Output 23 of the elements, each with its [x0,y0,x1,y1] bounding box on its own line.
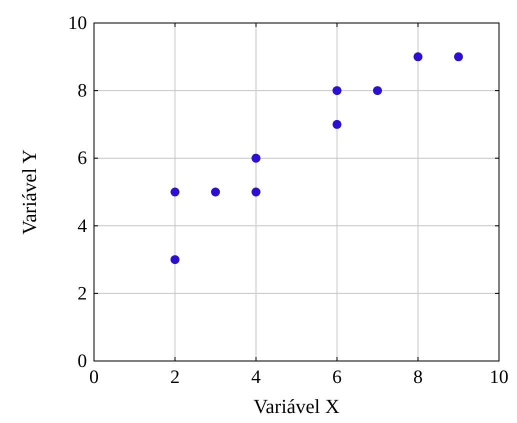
point [211,188,220,196]
y-tick-label: 6 [78,148,87,170]
point [170,188,180,196]
point [373,86,382,96]
point [414,52,422,62]
x-tick-label: 6 [332,367,342,388]
point [252,188,260,196]
x-tick-label: 8 [413,367,423,388]
point [454,52,463,62]
point [170,255,180,264]
y-axis-title: Variável Y [19,149,41,235]
y-tick-label: 2 [78,283,87,304]
x-tick-label: 4 [251,367,262,388]
y-tick-label: 10 [68,13,87,34]
x-axis-title: Variável X [253,396,340,418]
point [332,120,342,129]
point [252,154,260,163]
y-tick-label: 0 [78,351,87,372]
y-tick-label: 8 [78,80,87,102]
x-tick-label: 2 [170,367,180,388]
point [332,86,342,96]
x-tick-label: 10 [490,367,508,388]
y-tick-label: 4 [78,216,88,237]
